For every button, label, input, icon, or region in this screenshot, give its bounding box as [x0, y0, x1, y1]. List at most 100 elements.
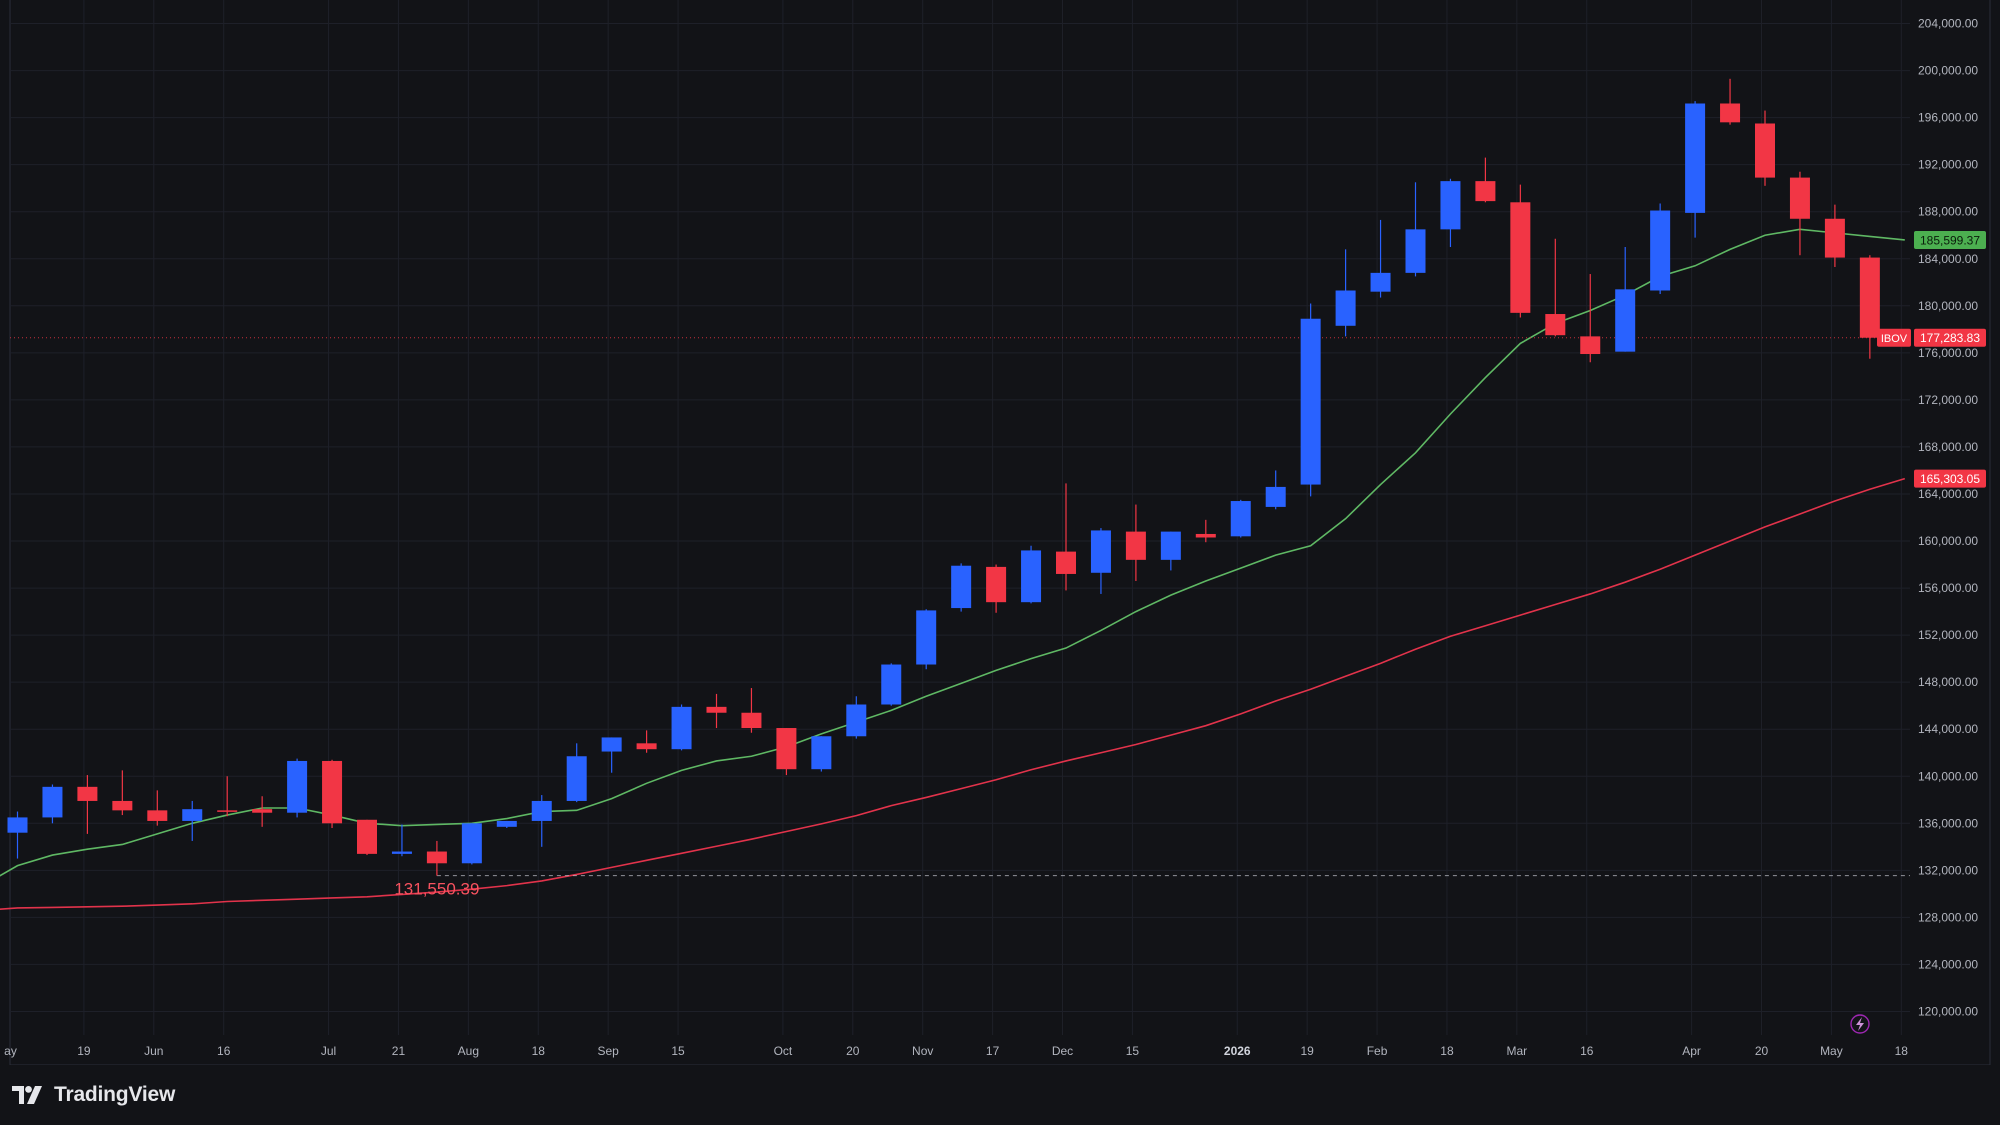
candle-body-up[interactable] — [1650, 210, 1671, 291]
candle-body-up[interactable] — [566, 756, 587, 801]
brand-name: TradingView — [54, 1083, 176, 1106]
x-tick-label: 21 — [392, 1044, 406, 1058]
candle-body-down[interactable] — [1580, 336, 1601, 355]
candle-body-down[interactable] — [77, 786, 98, 801]
candle-body-up[interactable] — [1615, 289, 1636, 352]
candle-body-up[interactable] — [1300, 318, 1321, 485]
candle-body-down[interactable] — [1720, 103, 1741, 123]
y-tick-label: 172,000.00 — [1918, 393, 1978, 407]
moving-average-long-line[interactable] — [0, 477, 1906, 911]
candle-body-up[interactable] — [1335, 290, 1356, 326]
candle-body-down[interactable] — [1125, 531, 1146, 560]
symbol-tag: IBOV — [1881, 333, 1908, 345]
candle-body-down[interactable] — [986, 566, 1007, 603]
candle-body-up[interactable] — [881, 664, 902, 705]
x-tick-label: Feb — [1367, 1044, 1388, 1058]
y-tick-label: 136,000.00 — [1918, 816, 1978, 830]
candle-body-up[interactable] — [461, 823, 482, 864]
candle-body-up[interactable] — [531, 800, 552, 821]
x-tick-label: 18 — [532, 1044, 546, 1058]
y-tick-label: 128,000.00 — [1918, 910, 1978, 924]
candle-body-up[interactable] — [1265, 486, 1286, 507]
candle-body-up[interactable] — [811, 736, 832, 770]
candle-body-up[interactable] — [1021, 550, 1042, 603]
candle-body-up[interactable] — [287, 760, 308, 813]
price-chart[interactable]: 120,000.00 124,000.00 128,000.00 132,000.00… — [0, 0, 2000, 1065]
candle-body-down[interactable] — [357, 819, 377, 854]
candle-body-down[interactable] — [322, 760, 343, 824]
y-tick-label: 152,000.00 — [1918, 628, 1978, 642]
candle-body-up[interactable] — [601, 737, 622, 752]
candle-body-down[interactable] — [1545, 314, 1566, 336]
candle-body-up[interactable] — [1160, 531, 1181, 560]
candle-body-down[interactable] — [112, 800, 133, 811]
y-tick-label: 168,000.00 — [1918, 440, 1978, 454]
candle-body-up[interactable] — [671, 706, 692, 750]
x-tick-label: 15 — [1126, 1044, 1140, 1058]
candle-body-up[interactable] — [182, 809, 203, 821]
candle-body-up[interactable] — [1440, 181, 1461, 230]
candle-body-down[interactable] — [1475, 181, 1496, 202]
ma-long-price-tag: 165,303.05 — [1920, 472, 1980, 486]
candle-body-down[interactable] — [636, 743, 657, 750]
x-tick-label: 18 — [1895, 1044, 1909, 1058]
low-marker-label: 131,550.39 — [394, 880, 479, 899]
x-tick-label: Aug — [458, 1044, 479, 1058]
candle-body-down[interactable] — [1789, 177, 1810, 219]
candle-body-up[interactable] — [1090, 530, 1111, 573]
chart-background — [0, 0, 2000, 1065]
lightning-icon[interactable] — [1850, 1014, 1870, 1034]
x-tick-label: Sep — [597, 1044, 619, 1058]
y-tick-label: 140,000.00 — [1918, 769, 1978, 783]
tradingview-logo-icon — [12, 1086, 42, 1104]
x-tick-label: May — [1820, 1044, 1843, 1058]
candle-body-down[interactable] — [1755, 123, 1775, 178]
candle-body-down[interactable] — [776, 728, 797, 770]
x-tick-label: 20 — [1755, 1044, 1769, 1058]
y-tick-label: 192,000.00 — [1918, 158, 1978, 172]
y-tick-label: 204,000.00 — [1918, 17, 1978, 31]
y-tick-label: 176,000.00 — [1918, 346, 1978, 360]
candle-body-down[interactable] — [252, 809, 273, 813]
candle-body-up[interactable] — [916, 610, 937, 665]
candle-body-down[interactable] — [426, 851, 447, 864]
candle-body-up[interactable] — [846, 704, 867, 737]
candle-body-down[interactable] — [741, 712, 762, 729]
x-tick-label: 16 — [1580, 1044, 1594, 1058]
candle-body-down[interactable] — [1056, 551, 1076, 574]
y-tick-label: 164,000.00 — [1918, 487, 1978, 501]
candle-body-up[interactable] — [1230, 501, 1251, 537]
candle-body-up[interactable] — [391, 851, 412, 854]
x-tick-label: Nov — [912, 1044, 933, 1058]
candle-body-down[interactable] — [706, 706, 727, 713]
x-tick-label: 2026 — [1224, 1044, 1251, 1058]
candle-body-up[interactable] — [496, 820, 517, 827]
candle-body-up[interactable] — [42, 786, 63, 818]
candle-body-down[interactable] — [147, 810, 168, 821]
candle-body-up[interactable] — [7, 817, 28, 833]
y-tick-label: 160,000.00 — [1918, 534, 1978, 548]
candle-body-down[interactable] — [217, 810, 238, 812]
last-price-tag: 177,283.83 — [1920, 331, 1980, 345]
last-price-tag-bg — [1914, 328, 1986, 347]
y-tick-label: 124,000.00 — [1918, 957, 1978, 971]
y-tick-label: 180,000.00 — [1918, 299, 1978, 313]
candle-body-up[interactable] — [1405, 229, 1426, 273]
x-tick-label: Jun — [144, 1044, 163, 1058]
candle-body-up[interactable] — [951, 565, 972, 609]
ma-long-price-tag-bg — [1914, 469, 1986, 488]
candle-body-up[interactable] — [1685, 103, 1706, 213]
x-tick-label: Dec — [1052, 1044, 1073, 1058]
x-tick-label: ay — [4, 1044, 17, 1058]
tradingview-branding[interactable]: TradingView — [12, 1082, 175, 1108]
y-tick-label: 132,000.00 — [1918, 863, 1978, 877]
candle-body-down[interactable] — [1859, 257, 1880, 338]
y-tick-label: 144,000.00 — [1918, 722, 1978, 736]
candle-body-down[interactable] — [1195, 533, 1216, 538]
candle-body-down[interactable] — [1824, 218, 1845, 258]
ma-short-price-tag: 185,599.37 — [1920, 233, 1980, 247]
candle-body-up[interactable] — [1370, 272, 1391, 292]
x-tick-label: 19 — [1300, 1044, 1314, 1058]
candle-body-down[interactable] — [1510, 202, 1531, 313]
